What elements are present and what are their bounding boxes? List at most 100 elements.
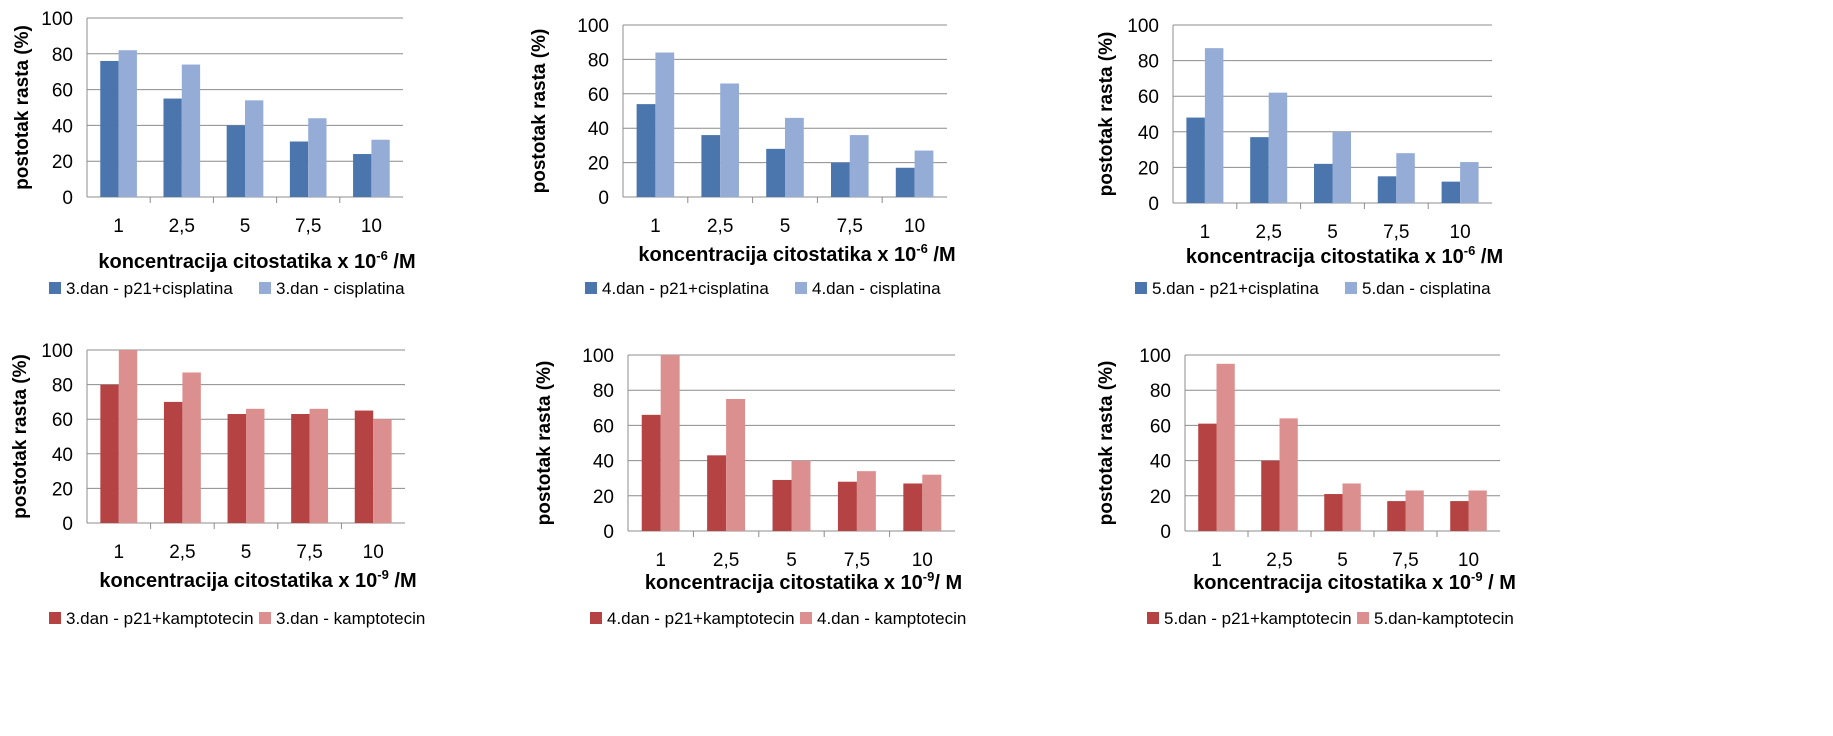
bar-single-1: [118, 50, 137, 197]
y-tick-label: 100: [1127, 16, 1159, 37]
bar-single-4: [1396, 153, 1415, 203]
y-tick-label: 80: [52, 376, 73, 397]
y-tick-label: 20: [1138, 158, 1159, 179]
y-tick-label: 80: [1150, 381, 1171, 402]
chart-panel-6: 0 20 40 60 80 100 1 2,5 5 7,5 10 postotak rasta (%)…: [1096, 346, 1516, 628]
x-tick-label: 7,5: [837, 216, 863, 237]
y-tick-label: 0: [598, 188, 609, 209]
x-tick-label: 2,5: [713, 550, 739, 571]
y-tick-label: 80: [52, 45, 73, 66]
legend-label: 3.dan - p21+kamptotecin: [66, 609, 254, 628]
x-axis-title: koncentracija citostatika x 10-9 / M: [1193, 569, 1516, 594]
legend-swatch: [800, 612, 812, 624]
bar-single-3: [791, 460, 811, 531]
bar-p21-combo-2: [1261, 460, 1280, 531]
y-tick-label: 20: [1150, 487, 1171, 508]
x-tick-label: 7,5: [296, 542, 322, 563]
x-tick-label: 10: [363, 542, 384, 563]
bar-single-4: [309, 408, 329, 523]
bar-p21-combo-4: [837, 481, 857, 531]
bar-p21-combo-1: [641, 414, 661, 531]
chart-panel-2: 0 20 40 60 80 100 1 2,5 5 7,5 10 postotak rasta (%)…: [529, 16, 956, 298]
bar-single-4: [1405, 490, 1424, 531]
bar-single-2: [1268, 92, 1288, 203]
bar-single-5: [922, 474, 942, 531]
y-tick-label: 40: [1138, 123, 1159, 144]
legend-label: 3.dan - cisplatina: [276, 279, 405, 298]
bar-p21-combo-2: [1250, 137, 1269, 203]
bar-p21-combo-3: [772, 479, 792, 531]
bar-p21-combo-4: [1377, 176, 1397, 203]
y-tick-label: 40: [52, 116, 73, 137]
bar-p21-combo-2: [701, 135, 721, 197]
x-tick-label: 10: [1458, 550, 1479, 571]
x-axis-title: koncentracija citostatika x 10-9/ M: [645, 569, 962, 594]
y-tick-label: 60: [52, 410, 73, 431]
legend-swatch: [1357, 612, 1369, 624]
bar-p21-combo-5: [903, 483, 923, 531]
y-tick-label: 40: [593, 452, 614, 473]
y-tick-label: 60: [1150, 416, 1171, 437]
x-tick-label: 7,5: [1383, 222, 1409, 243]
bar-single-3: [245, 100, 264, 197]
legend-label: 5.dan - p21+cisplatina: [1152, 279, 1319, 298]
bar-p21-combo-3: [766, 148, 785, 197]
bar-single-1: [1216, 363, 1235, 531]
bar-p21-combo-3: [1324, 494, 1343, 531]
bar-single-2: [182, 372, 201, 523]
legend-label: 5.dan - cisplatina: [1362, 279, 1491, 298]
x-tick-label: 1: [1200, 222, 1211, 243]
y-tick-label: 40: [1150, 452, 1171, 473]
legend-label: 4.dan - kamptotecin: [817, 609, 966, 628]
x-tick-label: 5: [780, 216, 791, 237]
legend-swatch: [1147, 612, 1159, 624]
legend-swatch: [1135, 282, 1147, 294]
legend-swatch: [1345, 282, 1357, 294]
y-tick-label: 100: [1139, 346, 1171, 367]
x-axis-title: koncentracija citostatika x 10-6 /M: [98, 248, 415, 273]
bar-single-1: [1204, 48, 1224, 203]
x-tick-label: 2,5: [707, 216, 733, 237]
y-tick-label: 20: [52, 152, 73, 173]
bar-p21-combo-4: [831, 162, 850, 197]
y-tick-label: 100: [577, 16, 609, 37]
bar-p21-combo-1: [1186, 117, 1205, 203]
x-tick-label: 2,5: [1266, 550, 1292, 571]
y-tick-label: 0: [603, 522, 614, 543]
y-tick-label: 40: [52, 445, 73, 466]
legend-label: 5.dan-kamptotecin: [1374, 609, 1514, 628]
bar-single-3: [1332, 131, 1352, 203]
chart-panel-3: 0 20 40 60 80 100 1 2,5 5 7,5 10 postotak rasta (%)…: [1096, 16, 1503, 298]
bar-p21-combo-1: [100, 384, 119, 523]
bar-single-1: [118, 350, 138, 523]
x-tick-label: 5: [241, 542, 252, 563]
legend-swatch: [585, 282, 597, 294]
x-tick-label: 2,5: [169, 542, 195, 563]
x-axis-title: koncentracija citostatika x 10-6 /M: [1186, 243, 1503, 268]
y-tick-label: 80: [1138, 52, 1159, 73]
bar-single-5: [373, 419, 392, 523]
y-axis-title: postotak rasta (%): [10, 354, 31, 519]
y-tick-label: 0: [1160, 522, 1171, 543]
legend-label: 3.dan - p21+cisplatina: [66, 279, 233, 298]
bar-p21-combo-2: [163, 98, 182, 197]
bar-single-3: [246, 408, 265, 523]
x-tick-label: 5: [240, 216, 251, 237]
x-tick-label: 7,5: [295, 216, 321, 237]
x-tick-label: 10: [904, 216, 925, 237]
x-axis-title: koncentracija citostatika x 10-9 /M: [99, 567, 416, 592]
bar-single-1: [660, 355, 680, 531]
y-tick-label: 40: [588, 119, 609, 140]
y-axis-title: postotak rasta (%): [534, 361, 555, 526]
x-tick-label: 5: [1337, 550, 1348, 571]
bar-single-2: [720, 83, 739, 197]
y-tick-label: 0: [1148, 194, 1159, 215]
bar-single-2: [1279, 418, 1298, 531]
x-tick-label: 7,5: [844, 550, 870, 571]
x-tick-label: 7,5: [1392, 550, 1418, 571]
x-tick-label: 1: [114, 542, 125, 563]
bar-p21-combo-4: [291, 414, 310, 523]
legend-label: 4.dan - p21+kamptotecin: [607, 609, 795, 628]
y-tick-label: 60: [52, 81, 73, 102]
